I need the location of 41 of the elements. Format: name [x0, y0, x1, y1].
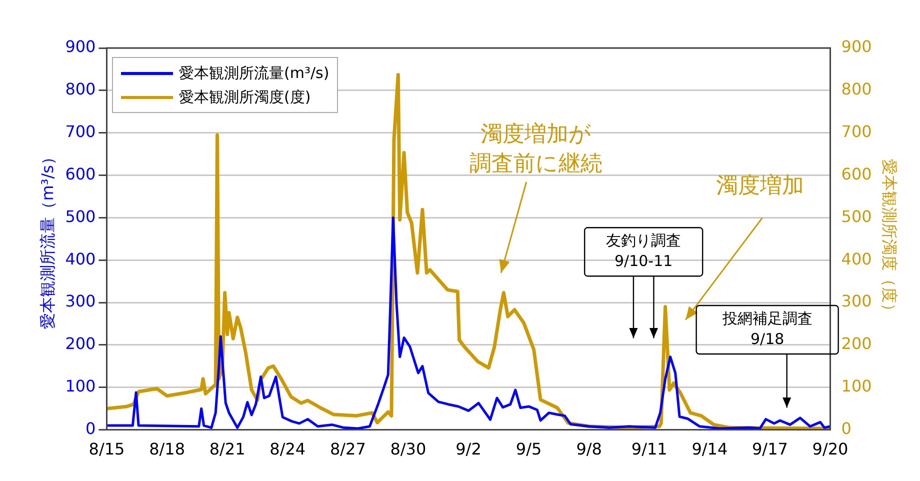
x-tick-label: 8/21: [209, 440, 246, 459]
y-tick-label: 700: [65, 122, 96, 141]
x-tick-label: 9/14: [692, 440, 728, 459]
x-tick-label: 9/20: [812, 440, 848, 459]
y2-tick-label: 500: [841, 206, 872, 226]
y-tick-label: 900: [65, 37, 96, 56]
x-tick-label: 9/17: [752, 440, 788, 459]
x-tick-label: 8/18: [149, 440, 185, 459]
y2-tick-label: 800: [841, 80, 872, 99]
y-axis-title: 愛本観測所流量（m³/s）: [38, 149, 57, 329]
x-tick-label: 9/2: [456, 440, 482, 459]
x-tick-label: 9/5: [516, 440, 542, 459]
x-tick-label: 9/11: [631, 440, 668, 459]
legend-label: 愛本観測所濁度(度): [179, 88, 311, 106]
legend-label: 愛本観測所流量(m³/s): [179, 64, 330, 82]
y-tick-label: 100: [65, 376, 96, 396]
annotation: 濁度増加が調査前に継続: [469, 122, 602, 177]
y-tick-label: 0: [86, 418, 96, 438]
y-tick-label: 200: [65, 334, 96, 354]
y2-tick-label: 200: [841, 334, 872, 354]
y2-tick-label: 100: [841, 376, 872, 396]
x-tick-label: 8/27: [330, 440, 366, 459]
annotation: 濁度増加: [716, 174, 804, 199]
y2-tick-label: 900: [841, 37, 872, 56]
y-tick-label: 400: [65, 249, 96, 268]
y-tick-label: 800: [65, 80, 96, 99]
y2-tick-label: 0: [841, 418, 852, 438]
x-tick-label: 9/8: [576, 440, 602, 459]
y-tick-label: 500: [65, 206, 96, 226]
x-tick-label: 8/24: [270, 440, 306, 459]
y2-tick-label: 700: [841, 122, 872, 141]
annotation: 友釣り調査 9/10-11: [606, 232, 682, 270]
x-tick-label: 8/30: [390, 440, 426, 459]
x-tick-label: 8/15: [88, 440, 125, 459]
annotation: 投網補足調査 9/18: [721, 310, 812, 348]
y-tick-label: 600: [65, 164, 96, 184]
y-tick-label: 300: [65, 292, 96, 311]
y2-tick-label: 300: [841, 292, 872, 311]
y2-tick-label: 400: [841, 249, 872, 268]
y2-axis-title: 愛本観測所濁度（度）: [880, 158, 900, 319]
y2-tick-label: 600: [841, 164, 872, 184]
